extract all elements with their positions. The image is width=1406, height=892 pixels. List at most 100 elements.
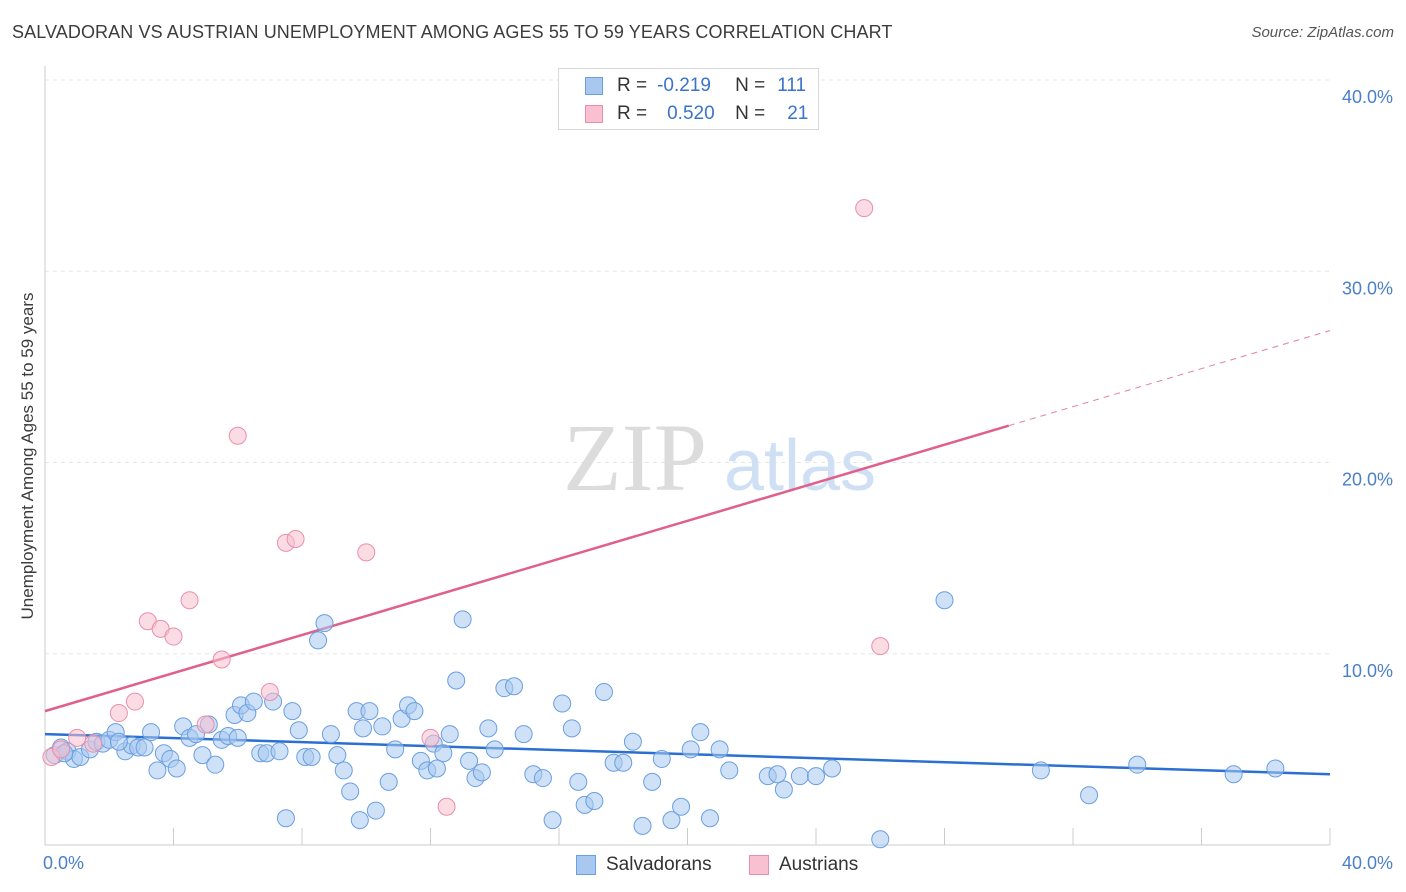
salvadorans-point [379,772,398,791]
salvadorans-point [350,811,369,830]
salvadorans-point [1128,755,1147,774]
bottom-legend-swatch-salvadorans [576,855,596,875]
austrians-point [109,704,128,723]
watermark: ZIP atlas [563,404,876,511]
legend-n-value: 21 [787,103,809,124]
legend-swatch-austrians [585,105,603,123]
salvadorans-point [228,728,247,747]
y-tick-label: 40.0% [1342,87,1393,107]
salvadorans-point [447,671,466,690]
salvadorans-point [633,816,652,835]
salvadorans-point [472,763,491,782]
salvadorans-point [206,755,225,774]
legend-row-salvadorans: R = -0.219 N = 111 [585,73,806,99]
salvadorans-point [193,746,212,765]
salvadorans-point [373,717,392,736]
salvadorans-point [334,761,353,780]
salvadorans-point [270,742,289,761]
salvadorans-point [148,761,167,780]
source-label: Source: ZipAtlas.com [1251,24,1394,41]
salvadorans-point [1031,761,1050,780]
salvadorans-point [643,772,662,791]
salvadorans-point [543,811,562,830]
austrians-trend-line [44,424,1010,713]
y-tick-label: 20.0% [1342,470,1393,490]
x-tick-label: 0.0% [43,853,84,873]
legend-r-label: R = [617,103,648,124]
correlation-legend: R = -0.219 N = 111 R = 0.520 N = 21 [558,68,819,130]
x-tick-labels: 0.0% 40.0% [43,853,1393,873]
salvadorans-point [460,751,479,770]
salvadorans-point [386,740,405,759]
salvadorans-point [681,740,700,759]
austrians-point [68,728,87,747]
salvadorans-point [623,732,642,751]
salvadorans-point [1080,786,1099,805]
bottom-legend-salvadorans: Salvadorans [576,852,712,878]
austrians-point [52,740,71,759]
legend-row-austrians: R = 0.520 N = 21 [585,101,808,127]
salvadorans-point [354,719,373,738]
austrians-point [871,637,890,656]
salvadorans-point [440,725,459,744]
bottom-legend-label-austrians: Austrians [779,854,859,875]
legend-r-value: -0.219 [657,75,711,96]
austrians-point [180,591,199,610]
data-points [42,199,1285,849]
salvadorans-point [479,719,498,738]
austrians-point [196,715,215,734]
legend-n-label: N = [735,103,766,124]
salvadorans-point [328,746,347,765]
salvadorans-point [823,759,842,778]
salvadorans-point [652,749,671,768]
salvadorans-point [142,723,161,742]
salvadorans-point [585,792,604,811]
legend-n-label: N = [735,75,766,96]
salvadorans-point [1224,765,1243,784]
austrians-point [421,728,440,747]
salvadorans-point [710,740,729,759]
salvadorans-point [514,725,533,744]
austrians-point [260,683,279,701]
y-tick-label: 10.0% [1342,661,1393,681]
austrians-point [164,627,183,646]
salvadorans-point [505,677,524,696]
salvadorans-point [321,725,340,744]
salvadorans-point [315,614,334,633]
salvadorans-point [935,591,954,610]
x-tick-label: 40.0% [1342,853,1393,873]
salvadorans-point [283,702,302,721]
austrians-point [212,650,231,669]
salvadorans-point [360,702,379,721]
salvadorans-point [289,721,308,740]
salvadorans-point [341,782,360,801]
salvadorans-point [662,811,681,830]
austrians-point [228,426,247,445]
salvadorans-point [434,744,453,763]
gridlines [45,79,1330,655]
salvadorans-point [405,702,424,721]
salvadorans-point [594,683,613,701]
salvadorans-point [614,753,633,772]
austrians-point [357,543,376,562]
austrians-point [437,797,456,816]
austrians-trend-extension [1008,330,1331,427]
legend-n-value: 111 [777,75,807,96]
legend-r-label: R = [617,75,648,96]
austrians-point [855,199,874,218]
bottom-legend-label-salvadorans: Salvadorans [606,854,712,875]
bottom-legend-austrians: Austrians [749,852,858,878]
austrians-point [84,734,103,753]
salvadorans-point [109,732,128,751]
watermark-atlas: atlas [724,426,876,506]
legend-swatch-salvadorans [585,77,603,95]
austrians-point [286,530,305,548]
axes [44,66,1331,846]
salvadorans-point [135,738,154,757]
y-tick-label: 30.0% [1342,278,1393,298]
salvadorans-point [672,797,691,816]
salvadorans-point [562,719,581,738]
salvadorans-point [807,767,825,786]
salvadorans-point [533,769,552,788]
